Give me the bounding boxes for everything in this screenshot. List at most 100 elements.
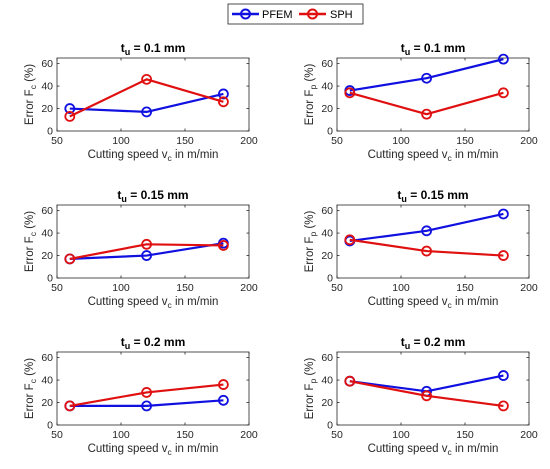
subplot-title: tu = 0.1 mm [121,41,186,57]
title-rest: = 0.1 mm [130,41,185,55]
y-axis-label-rest: (%) [304,64,316,85]
data-point-pfem [141,250,153,261]
x-tick-label: 50 [51,429,63,441]
data-point-sph [64,400,76,412]
plot-area [56,351,250,426]
y-tick-label: 0 [47,126,53,138]
y-tick-label: 60 [41,205,53,217]
y-axis-label-main: Error F [304,384,316,420]
series-line-pfem [349,212,504,243]
y-axis-label-subscript: c [28,84,38,89]
legend: PFEM SPH [227,3,364,25]
title-main: t [121,335,125,349]
y-axis-label: Error Fp (%) [304,211,318,273]
y-tick-label: 20 [321,250,333,262]
x-tick-label: 100 [392,429,410,441]
series-line-pfem [349,58,504,92]
subplot-3: 50 100 150 200 0 20 40 60 tu = 0.15 mm Cutting sp… [24,188,258,310]
data-point-pfem [421,72,433,84]
title-main: t [401,41,405,55]
title-rest: = 0.2 mm [130,335,185,349]
series-line-sph [69,383,224,407]
series-line-sph [69,243,224,260]
plot-area [336,351,530,426]
subplot-2: 50 100 150 200 0 20 40 60 tu = 0.1 mm Cutting spe… [304,41,538,163]
x-tick-label: 200 [520,282,538,294]
x-axis-label-rest: in m/min [172,443,219,455]
y-tick-label: 40 [321,81,333,93]
y-axis-label-main: Error F [24,89,36,125]
y-axis-label: Error Fc (%) [24,358,38,419]
y-tick-label: 20 [41,397,53,409]
x-tick-label: 50 [331,135,343,147]
title-rest: = 0.15 mm [407,188,469,202]
y-axis-label-main: Error F [24,383,36,419]
title-rest: = 0.15 mm [127,188,189,202]
subplot-title: tu = 0.2 mm [121,335,186,351]
x-axis-label-subscript: c [168,153,173,163]
title-subscript: u [405,341,411,351]
y-axis-label-main: Error F [304,90,316,126]
data-point-pfem [497,53,509,65]
data-point-sph [497,250,509,261]
subplot-title: tu = 0.15 mm [397,188,468,204]
x-axis-label-subscript: c [168,300,173,310]
y-tick-label: 60 [321,205,333,217]
x-axis-label-main: Cutting speed v [88,443,168,455]
plot-area [336,204,530,279]
y-tick-label: 0 [47,273,53,285]
data-point-sph [421,108,433,120]
y-axis-label-rest: (%) [24,358,36,379]
x-tick-label: 150 [176,282,194,294]
y-axis-label-subscript: p [308,379,318,384]
subplot-6: 50 100 150 200 0 20 40 60 tu = 0.2 mm Cutting spe… [304,335,538,457]
y-tick-label: 40 [41,81,53,93]
y-tick-label: 0 [327,126,333,138]
series-line-pfem [69,399,224,408]
title-subscript: u [125,47,131,57]
y-axis-label-main: Error F [24,236,36,272]
x-axis-label-rest: in m/min [452,296,499,308]
x-tick-label: 200 [240,135,258,147]
y-axis-label: Error Fc (%) [24,211,38,272]
series-line-sph [349,238,504,257]
title-rest: = 0.2 mm [410,335,465,349]
y-axis-label-main: Error F [304,237,316,273]
y-tick-label: 60 [41,58,53,70]
x-tick-label: 200 [520,429,538,441]
y-axis-label-subscript: p [308,232,318,237]
x-tick-label: 150 [456,429,474,441]
x-tick-label: 200 [240,429,258,441]
y-axis-label-rest: (%) [24,211,36,232]
data-point-sph [497,87,509,99]
data-point-sph [141,387,153,398]
y-axis-label: Error Fp (%) [304,358,318,420]
x-axis-label-main: Cutting speed v [88,149,168,161]
data-point-sph [344,234,356,246]
y-axis-label: Error Fc (%) [24,64,38,125]
subplot-title: tu = 0.1 mm [401,41,466,57]
x-axis-label: Cutting speed vc in m/min [368,149,499,163]
y-tick-label: 60 [41,352,53,364]
x-axis-label-rest: in m/min [172,149,219,161]
y-tick-label: 20 [321,103,333,115]
y-tick-label: 40 [41,375,53,387]
series-line-pfem [69,242,224,261]
data-point-sph [217,379,229,390]
series-line-sph [349,91,504,116]
subplot-title: tu = 0.15 mm [117,188,188,204]
x-tick-label: 100 [112,135,130,147]
x-tick-label: 50 [331,282,343,294]
x-tick-label: 100 [112,282,130,294]
y-tick-label: 40 [41,228,53,240]
x-tick-label: 150 [456,135,474,147]
y-axis-label-rest: (%) [24,64,36,85]
legend-label-pfem: PFEM [262,9,293,21]
data-point-sph [421,390,433,402]
y-tick-label: 40 [321,228,333,240]
data-point-sph [141,238,153,250]
x-tick-label: 100 [112,429,130,441]
x-tick-label: 100 [392,135,410,147]
y-axis-label: Error Fp (%) [304,64,318,126]
